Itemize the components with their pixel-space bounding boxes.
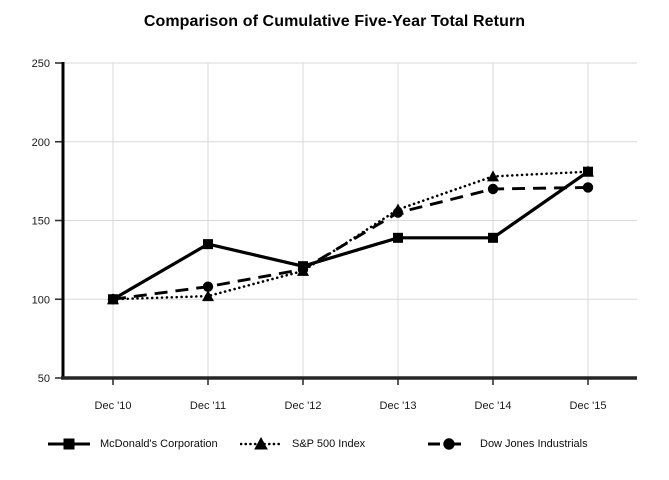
triangle-marker bbox=[392, 203, 404, 215]
chart-title: Comparison of Cumulative Five-Year Total… bbox=[143, 13, 526, 30]
series-line bbox=[112, 170, 589, 301]
series-mcdonald-s-corporation bbox=[108, 166, 593, 305]
square-marker bbox=[108, 294, 118, 305]
y-tick-label: 250 bbox=[32, 58, 50, 70]
axes bbox=[61, 62, 637, 380]
circle-marker bbox=[487, 183, 499, 195]
x-tick-label: Dec '15 bbox=[570, 400, 607, 412]
legend-label-mcdonalds: McDonald's Corporation bbox=[100, 438, 218, 450]
square-marker bbox=[488, 232, 498, 243]
series-s-p-500-index bbox=[107, 165, 594, 305]
dashed-line-circle-marker-icon bbox=[428, 438, 470, 450]
legend-item-sp-500-index: S&P 500 Index bbox=[240, 433, 365, 455]
series-dow-jones-industrials bbox=[107, 182, 594, 305]
y-tick-label: 100 bbox=[32, 294, 50, 306]
triangle-marker bbox=[487, 170, 499, 182]
square-marker bbox=[393, 232, 403, 243]
circle-marker bbox=[202, 281, 214, 292]
series-line bbox=[111, 170, 590, 301]
x-tick-labels: Dec '10 Dec '11 Dec '12 Dec '13 Dec '14 Dec '… bbox=[95, 400, 607, 412]
x-tick-label: Dec '14 bbox=[475, 400, 512, 412]
y-tick-label: 150 bbox=[32, 216, 50, 228]
chart-legend: McDonald's Corporation S&P 500 Index Dow… bbox=[0, 433, 669, 455]
square-marker bbox=[203, 239, 213, 250]
solid-line-square-marker-icon bbox=[48, 438, 90, 450]
x-tick-label: Dec '10 bbox=[95, 400, 132, 412]
gridlines bbox=[63, 62, 637, 378]
x-tick-label: Dec '11 bbox=[190, 400, 226, 412]
legend-label-sp500: S&P 500 Index bbox=[292, 438, 366, 450]
square-marker bbox=[298, 261, 308, 272]
legend-item-mcdonalds-corporation: McDonald's Corporation bbox=[48, 433, 218, 455]
y-tick-label: 200 bbox=[32, 137, 50, 149]
legend-item-dow-jones-industrials: Dow Jones Industrials bbox=[428, 433, 588, 455]
x-tick-label: Dec '12 bbox=[285, 400, 322, 412]
legend-label-dowjones: Dow Jones Industrials bbox=[480, 438, 588, 450]
y-tick-label: 50 bbox=[38, 373, 50, 385]
square-marker bbox=[583, 166, 593, 177]
series-line bbox=[112, 185, 589, 301]
circle-marker bbox=[582, 182, 594, 193]
axis-ticks bbox=[55, 62, 589, 385]
x-tick-label: Dec '13 bbox=[380, 400, 417, 412]
triangle-marker bbox=[202, 290, 214, 302]
dotted-line-triangle-marker-icon bbox=[240, 437, 282, 450]
y-tick-labels: 50 100 150 200 250 bbox=[32, 58, 50, 385]
